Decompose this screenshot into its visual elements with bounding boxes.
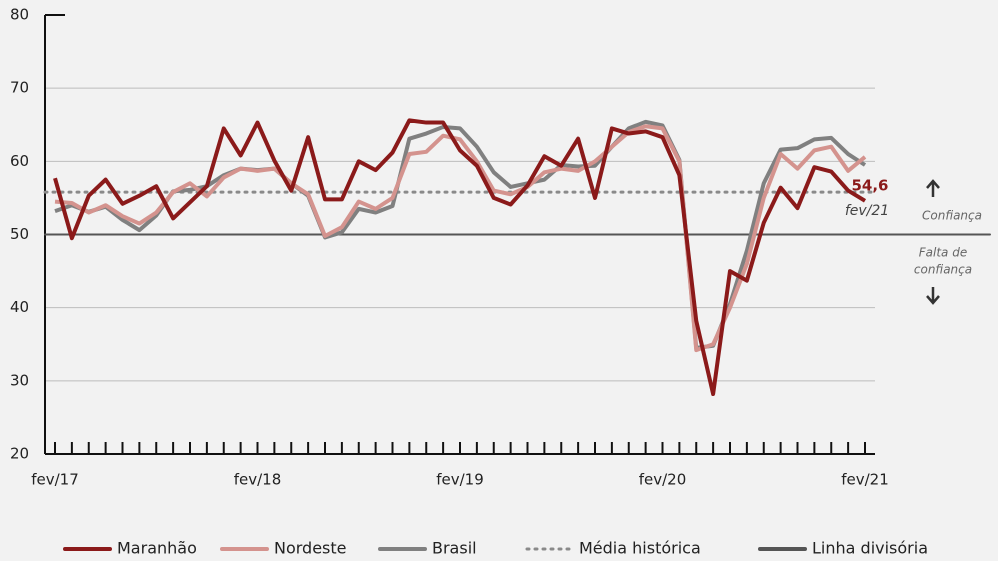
legend-label: Nordeste	[274, 539, 347, 558]
no-confidence-label: Falta de	[919, 246, 967, 260]
date-annotation: fev/21	[845, 203, 889, 219]
x-tick-label: fev/20	[639, 471, 687, 489]
y-tick-label: 40	[10, 298, 29, 316]
y-tick-label: 20	[10, 445, 29, 463]
value-label: 54,6	[851, 176, 888, 194]
x-tick-label: fev/17	[31, 471, 79, 489]
down-arrow	[926, 287, 940, 305]
legend-label: Maranhão	[117, 539, 197, 558]
y-tick-label: 70	[10, 79, 29, 97]
y-tick-label: 30	[10, 371, 29, 389]
series-line	[54, 124, 867, 353]
legend-label: Brasil	[432, 539, 477, 558]
series-line	[53, 118, 867, 397]
x-tick-label: fev/19	[436, 471, 484, 489]
legend-label: Linha divisória	[812, 539, 928, 558]
y-tick-label: 60	[10, 152, 29, 170]
confidence-label: Confiança	[922, 209, 982, 223]
legend-label: Média histórica	[579, 539, 701, 558]
no-confidence-label: confiança	[914, 263, 972, 277]
y-tick-label: 50	[10, 225, 29, 243]
up-arrow	[926, 179, 940, 197]
x-tick-label: fev/18	[234, 471, 282, 489]
y-tick-label: 80	[10, 6, 29, 24]
x-tick-label: fev/21	[841, 471, 889, 489]
